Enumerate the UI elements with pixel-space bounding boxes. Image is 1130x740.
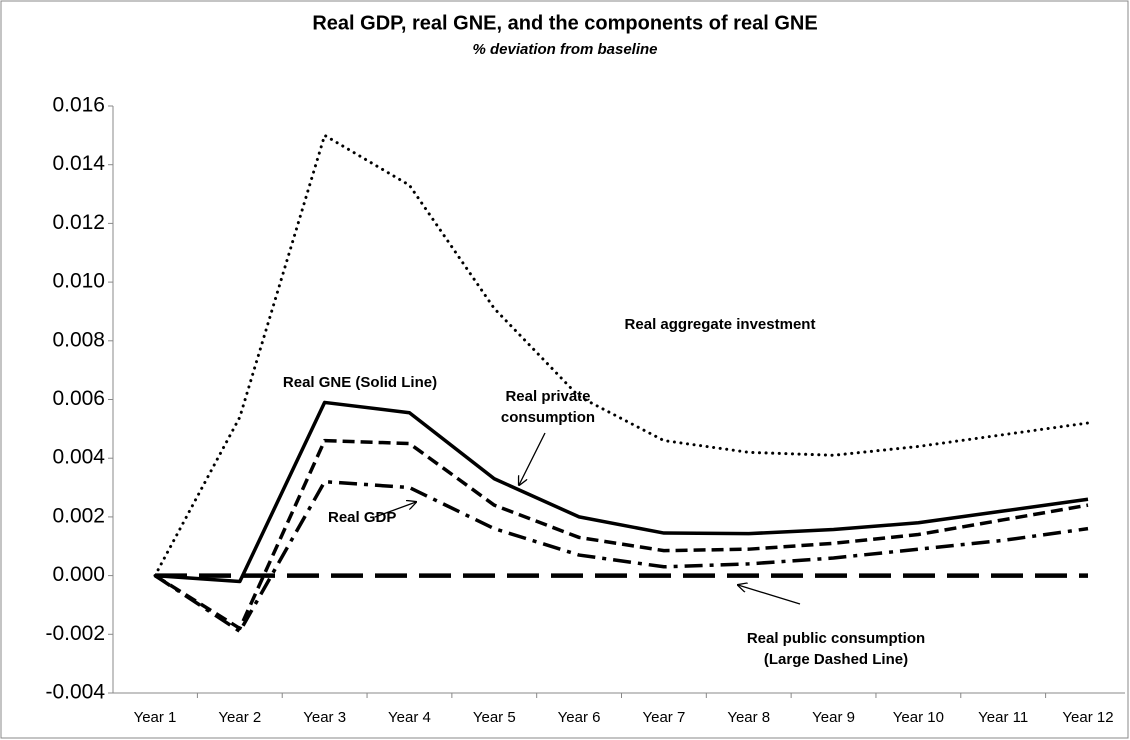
y-tick-label: 0.014	[52, 152, 105, 175]
annotation: consumption	[501, 409, 595, 426]
arrow	[519, 432, 546, 485]
annotation: Real GNE (Solid Line)	[283, 374, 437, 391]
x-tick-label: Year 10	[893, 709, 944, 726]
x-tick-label: Year 4	[388, 709, 431, 726]
x-tick-label: Year 5	[473, 709, 516, 726]
y-tick-label: 0.004	[52, 446, 105, 469]
y-tick-label: 0.010	[52, 270, 105, 293]
x-tick-label: Year 8	[727, 709, 770, 726]
x-tick-label: Year 2	[218, 709, 261, 726]
y-tick-label: 0.006	[52, 387, 105, 410]
x-tick-label: Year 7	[642, 709, 685, 726]
arrow	[738, 585, 801, 605]
y-tick-label: 0.000	[52, 563, 105, 586]
series-line	[154, 479, 1089, 634]
chart-subtitle: % deviation from baseline	[472, 41, 657, 58]
annotation: Real private	[505, 388, 590, 405]
series-line	[154, 438, 1089, 631]
series-line	[153, 133, 1090, 578]
y-tick-label: 0.016	[52, 94, 105, 117]
annotation: Real aggregate investment	[625, 316, 816, 333]
arrow	[374, 502, 416, 518]
x-tick-label: Year 1	[134, 709, 177, 726]
x-tick-label: Year 9	[812, 709, 855, 726]
y-tick-label: 0.008	[52, 328, 105, 351]
annotation: (Large Dashed Line)	[764, 651, 908, 668]
x-tick-label: Year 3	[303, 709, 346, 726]
y-tick-label: 0.012	[52, 211, 105, 234]
y-tick-label: 0.002	[52, 504, 105, 527]
y-tick-label: -0.002	[45, 622, 105, 645]
annotation: Real public consumption	[747, 630, 925, 647]
series-line	[154, 400, 1089, 584]
x-tick-label: Year 12	[1062, 709, 1113, 726]
x-tick-label: Year 6	[558, 709, 601, 726]
annotation: Real GDP	[328, 509, 396, 526]
chart-title: Real GDP, real GNE, and the components o…	[312, 12, 817, 34]
x-tick-label: Year 11	[978, 709, 1028, 726]
y-tick-label: -0.004	[45, 681, 105, 704]
